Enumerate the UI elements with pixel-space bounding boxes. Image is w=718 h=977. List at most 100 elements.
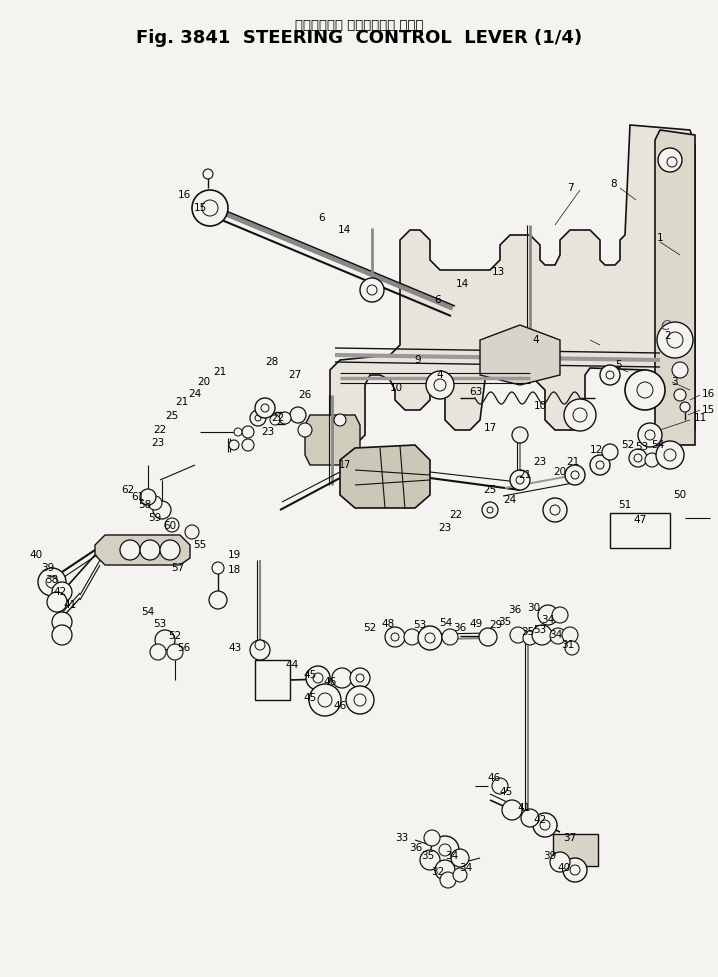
Circle shape bbox=[391, 633, 399, 641]
Bar bbox=[610, 513, 670, 547]
Text: 48: 48 bbox=[381, 619, 395, 629]
Circle shape bbox=[657, 322, 693, 358]
Text: 53: 53 bbox=[154, 619, 167, 629]
Circle shape bbox=[538, 605, 558, 625]
Text: 21: 21 bbox=[518, 470, 531, 480]
Text: 52: 52 bbox=[621, 440, 635, 450]
Circle shape bbox=[52, 612, 72, 632]
Circle shape bbox=[516, 476, 524, 484]
Text: 63: 63 bbox=[470, 387, 482, 397]
Text: 46: 46 bbox=[323, 677, 337, 687]
Text: 36: 36 bbox=[409, 843, 423, 853]
Circle shape bbox=[512, 427, 528, 443]
Text: 6: 6 bbox=[434, 295, 442, 305]
Text: 36: 36 bbox=[508, 605, 521, 615]
Circle shape bbox=[356, 674, 364, 682]
Text: 14: 14 bbox=[455, 279, 469, 289]
Text: 12: 12 bbox=[589, 445, 602, 455]
Text: 23: 23 bbox=[439, 523, 452, 533]
Circle shape bbox=[550, 628, 566, 644]
Circle shape bbox=[425, 633, 435, 643]
Circle shape bbox=[552, 607, 568, 623]
Text: 10: 10 bbox=[389, 383, 403, 393]
Circle shape bbox=[209, 591, 227, 609]
Text: 61: 61 bbox=[131, 492, 144, 502]
Text: 25: 25 bbox=[165, 411, 179, 421]
Circle shape bbox=[255, 640, 265, 650]
Circle shape bbox=[367, 285, 377, 295]
Text: 14: 14 bbox=[337, 225, 350, 235]
Circle shape bbox=[674, 389, 686, 401]
Circle shape bbox=[229, 440, 239, 450]
Circle shape bbox=[502, 800, 522, 820]
Circle shape bbox=[434, 379, 446, 391]
Polygon shape bbox=[305, 415, 360, 465]
Text: 36: 36 bbox=[453, 623, 467, 633]
Text: 8: 8 bbox=[611, 179, 617, 189]
Circle shape bbox=[672, 362, 688, 378]
Circle shape bbox=[638, 423, 662, 447]
Polygon shape bbox=[480, 325, 560, 385]
Text: 4: 4 bbox=[533, 335, 539, 345]
Circle shape bbox=[155, 630, 175, 650]
Circle shape bbox=[667, 332, 683, 348]
Text: 22: 22 bbox=[271, 413, 284, 423]
Text: 52: 52 bbox=[169, 631, 182, 641]
Circle shape bbox=[234, 428, 242, 436]
Circle shape bbox=[120, 540, 140, 560]
Circle shape bbox=[532, 625, 552, 645]
Circle shape bbox=[565, 641, 579, 655]
Circle shape bbox=[279, 412, 291, 424]
Text: 16: 16 bbox=[177, 190, 190, 200]
Circle shape bbox=[523, 631, 537, 645]
Circle shape bbox=[46, 576, 58, 588]
Text: 34: 34 bbox=[460, 863, 472, 873]
Text: 15: 15 bbox=[193, 203, 207, 213]
Circle shape bbox=[350, 668, 370, 688]
Circle shape bbox=[565, 465, 585, 485]
Text: 49: 49 bbox=[470, 619, 482, 629]
Text: 28: 28 bbox=[266, 357, 279, 367]
Circle shape bbox=[663, 453, 673, 463]
Circle shape bbox=[435, 860, 455, 880]
Text: 39: 39 bbox=[544, 851, 556, 861]
Circle shape bbox=[140, 540, 160, 560]
Text: 22: 22 bbox=[449, 510, 462, 520]
Circle shape bbox=[479, 628, 497, 646]
Text: 15: 15 bbox=[701, 405, 714, 415]
Text: 34: 34 bbox=[445, 851, 459, 861]
Circle shape bbox=[160, 540, 180, 560]
Circle shape bbox=[420, 850, 440, 870]
Text: 59: 59 bbox=[149, 513, 162, 523]
Circle shape bbox=[645, 430, 655, 440]
Text: 33: 33 bbox=[396, 833, 409, 843]
Text: 21: 21 bbox=[567, 457, 579, 467]
Text: 58: 58 bbox=[139, 500, 151, 510]
Bar bbox=[552, 834, 597, 866]
Text: C: C bbox=[660, 319, 670, 333]
Circle shape bbox=[290, 407, 306, 423]
Text: 11: 11 bbox=[694, 413, 707, 423]
Text: 24: 24 bbox=[503, 495, 517, 505]
Circle shape bbox=[250, 410, 266, 426]
Text: 30: 30 bbox=[528, 603, 541, 613]
Circle shape bbox=[482, 502, 498, 518]
Text: 52: 52 bbox=[363, 623, 377, 633]
Circle shape bbox=[385, 627, 405, 647]
Text: 22: 22 bbox=[154, 425, 167, 435]
Circle shape bbox=[562, 627, 578, 643]
Text: 56: 56 bbox=[177, 643, 190, 653]
Text: 38: 38 bbox=[45, 575, 59, 585]
Text: 35: 35 bbox=[498, 617, 512, 627]
Circle shape bbox=[185, 525, 199, 539]
Text: 54: 54 bbox=[651, 440, 665, 450]
Circle shape bbox=[334, 414, 346, 426]
Text: 9: 9 bbox=[415, 355, 421, 365]
Circle shape bbox=[680, 402, 690, 412]
Text: 54: 54 bbox=[141, 607, 154, 617]
Circle shape bbox=[573, 408, 587, 422]
Circle shape bbox=[602, 444, 618, 460]
Circle shape bbox=[360, 278, 384, 302]
Circle shape bbox=[52, 582, 72, 602]
Text: 41: 41 bbox=[63, 600, 77, 610]
